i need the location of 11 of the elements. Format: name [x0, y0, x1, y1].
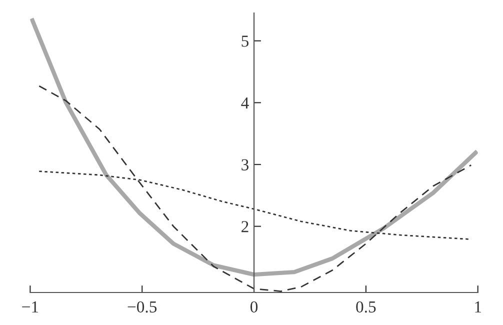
- y-tick-label: 4: [241, 97, 249, 108]
- x-tick-label: 1: [475, 301, 482, 312]
- x-tick-label: −0.5: [128, 301, 157, 313]
- y-tick-label: 2: [242, 221, 248, 232]
- x-tick-label: 0.5: [356, 301, 376, 313]
- y-tick-label: 5: [242, 36, 249, 47]
- x-tick-label: −1: [22, 301, 38, 312]
- line-series: [38, 85, 472, 292]
- line-series: [30, 18, 478, 277]
- y-tick-label: 3: [242, 159, 249, 170]
- x-tick-label: 0: [250, 301, 258, 313]
